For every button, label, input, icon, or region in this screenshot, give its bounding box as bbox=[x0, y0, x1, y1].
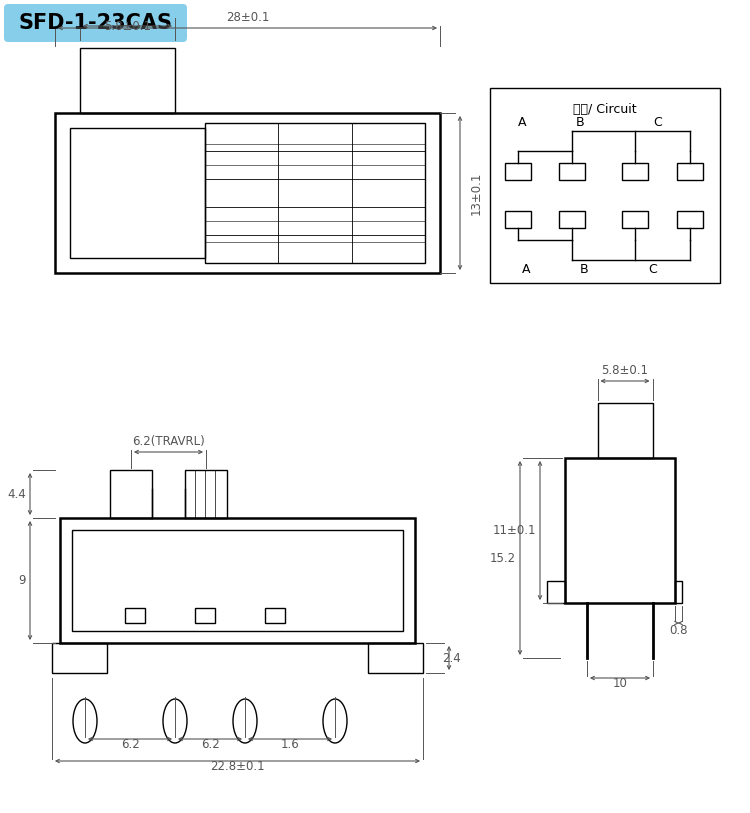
Bar bbox=[55, 113, 440, 273]
Bar bbox=[110, 470, 152, 518]
Bar bbox=[60, 518, 415, 643]
Text: C: C bbox=[649, 263, 657, 276]
Text: 6.2: 6.2 bbox=[121, 738, 140, 751]
Bar bbox=[677, 211, 703, 228]
Bar bbox=[125, 608, 145, 623]
Text: 11±0.1: 11±0.1 bbox=[493, 524, 536, 537]
Text: 9: 9 bbox=[19, 574, 26, 587]
Text: 5.8±0.1: 5.8±0.1 bbox=[104, 20, 151, 33]
Text: A: A bbox=[522, 263, 530, 276]
Text: B: B bbox=[580, 263, 588, 276]
Bar bbox=[70, 128, 205, 258]
Text: 1.6: 1.6 bbox=[280, 738, 299, 751]
Text: 6.2: 6.2 bbox=[201, 738, 219, 751]
Text: 0.8: 0.8 bbox=[669, 624, 688, 637]
Text: 10: 10 bbox=[613, 677, 628, 690]
Text: 4.4: 4.4 bbox=[8, 488, 26, 501]
Bar bbox=[72, 530, 403, 631]
Bar bbox=[185, 470, 227, 518]
Text: SFD-1-23CAS: SFD-1-23CAS bbox=[18, 13, 172, 33]
Bar bbox=[622, 163, 648, 180]
Text: 线路/ Circuit: 线路/ Circuit bbox=[573, 103, 637, 116]
Text: 22.8±0.1: 22.8±0.1 bbox=[210, 760, 265, 773]
Bar bbox=[598, 403, 652, 458]
Bar bbox=[559, 211, 585, 228]
Text: 13±0.1: 13±0.1 bbox=[470, 172, 483, 215]
Bar bbox=[80, 48, 175, 113]
Bar bbox=[677, 163, 703, 180]
Bar bbox=[505, 163, 531, 180]
Text: 2.4: 2.4 bbox=[442, 651, 461, 664]
Text: 6.2(TRAVRL): 6.2(TRAVRL) bbox=[132, 435, 205, 448]
Text: 15.2: 15.2 bbox=[490, 551, 516, 564]
Text: 5.8±0.1: 5.8±0.1 bbox=[602, 364, 649, 377]
Bar bbox=[195, 608, 215, 623]
Bar bbox=[505, 211, 531, 228]
Bar bbox=[559, 163, 585, 180]
Bar bbox=[547, 581, 565, 603]
FancyBboxPatch shape bbox=[4, 4, 187, 42]
Bar bbox=[205, 123, 425, 263]
Text: C: C bbox=[653, 116, 662, 129]
Bar bbox=[565, 458, 675, 603]
Bar bbox=[490, 88, 720, 283]
Bar bbox=[368, 643, 423, 673]
Bar bbox=[675, 581, 682, 603]
Bar bbox=[52, 643, 107, 673]
Text: 28±0.1: 28±0.1 bbox=[226, 11, 269, 24]
Bar bbox=[265, 608, 285, 623]
Text: A: A bbox=[518, 116, 526, 129]
Bar bbox=[622, 211, 648, 228]
Text: B: B bbox=[576, 116, 584, 129]
